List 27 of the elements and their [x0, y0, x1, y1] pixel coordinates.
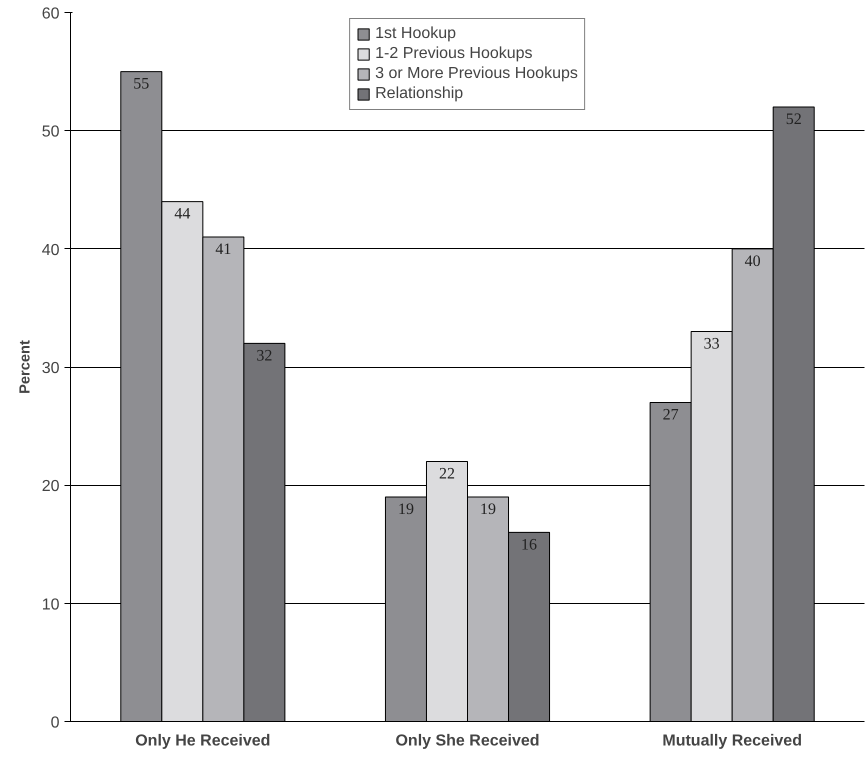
y-tick-label: 20	[42, 478, 60, 496]
data-label: 44	[174, 206, 190, 223]
y-tick-label: 60	[42, 6, 60, 22]
x-tick-label: Only She Received	[395, 732, 540, 750]
data-label: 16	[521, 536, 538, 554]
data-label: 33	[704, 336, 720, 353]
legend-label: 1-2 Previous Hookups	[375, 45, 533, 63]
data-label: 32	[256, 347, 272, 364]
data-label: 19	[398, 500, 414, 518]
y-axis-title: Percent	[18, 340, 34, 394]
legend-label: 1st Hookup	[375, 25, 456, 43]
data-label: 19	[480, 500, 496, 518]
data-label: 40	[744, 252, 761, 270]
y-tick-label: 30	[42, 360, 60, 377]
legend-label: Relationship	[375, 85, 464, 103]
y-tick-label: 10	[42, 596, 60, 614]
data-label: 22	[438, 466, 455, 483]
data-label: 55	[133, 76, 150, 93]
y-tick-label: 50	[42, 124, 60, 141]
y-tick-label: 40	[42, 242, 60, 259]
x-tick-label: Only He Received	[135, 732, 270, 750]
data-label: 27	[662, 406, 679, 424]
data-label: 41	[215, 241, 232, 258]
data-label: 52	[786, 111, 802, 128]
x-tick-label: Mutually Received	[662, 732, 802, 750]
y-tick-label: 0	[50, 714, 60, 732]
legend-label: 3 or More Previous Hookups	[375, 65, 578, 83]
